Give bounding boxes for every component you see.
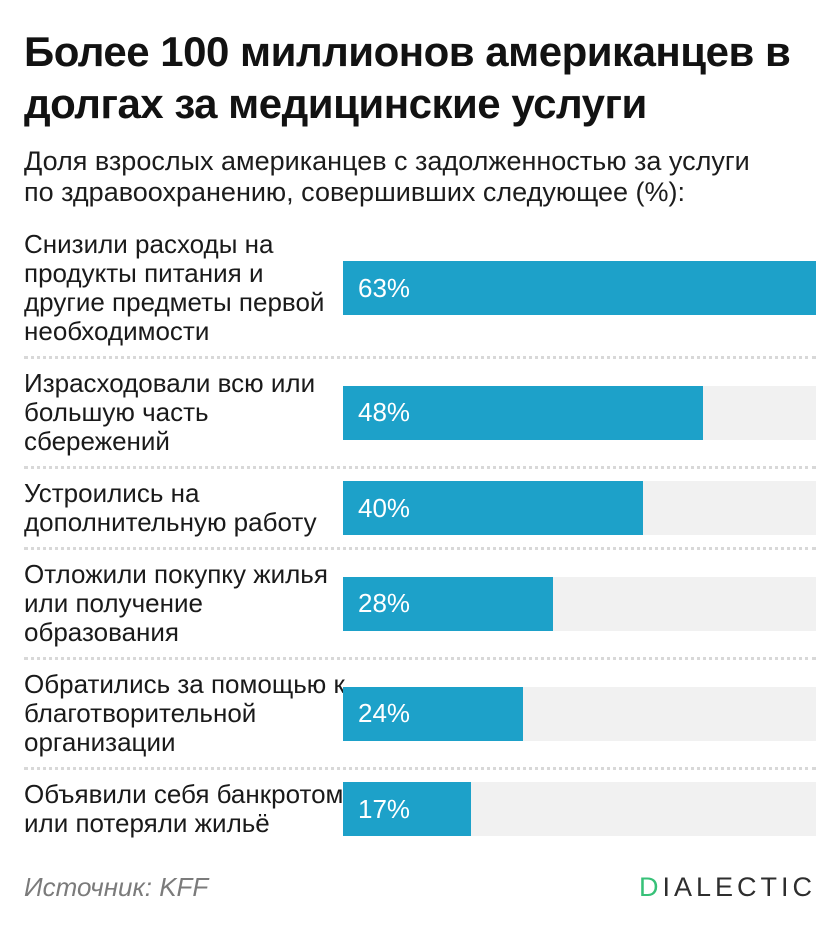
chart-row: Снизили расходы на продукты питания и др… (24, 220, 816, 356)
bar: 63% (343, 261, 816, 315)
bar-value-label: 48% (358, 397, 411, 427)
dialectic-logo: DIALECTIC (639, 872, 816, 903)
logo-letters-rest: IALECTIC (662, 872, 816, 902)
chart-row: Отложили покупку жилья или получение обр… (24, 547, 816, 657)
bar-value-label: 24% (358, 698, 411, 728)
bar-value-label: 17% (358, 793, 411, 824)
source-note: Источник: KFF (24, 872, 209, 902)
logo-letter-d: D (638, 872, 663, 902)
row-label: Израсходовали всю или большую часть сбер… (24, 368, 316, 456)
bar-track: 63% (343, 261, 816, 315)
infographic: Более 100 миллионов американцев в долгах… (24, 28, 816, 903)
bar: 28% (343, 576, 554, 631)
chart-row: Объявили себя банкротом или потеряли жил… (24, 767, 816, 848)
bar-value-label: 40% (358, 492, 411, 523)
chart-row: Израсходовали всю или большую часть сбер… (24, 356, 816, 466)
bar: 48% (343, 385, 704, 440)
bar: 40% (343, 481, 644, 535)
chart-row: Обратились за помощью к благотворительно… (24, 657, 816, 767)
chart-subtitle: Доля взрослых американцев с задолженност… (24, 146, 750, 207)
bar-track: 28% (343, 576, 816, 631)
footer: Источник: KFF DIALECTIC (24, 872, 816, 903)
bar: 17% (343, 782, 471, 836)
chart-row: Устроились на дополнительную работу 40% (24, 466, 816, 547)
row-label: Устроились на дополнительную работу (24, 478, 317, 537)
row-label: Объявили себя банкротом или потеряли жил… (24, 779, 344, 838)
bar-value-label: 63% (358, 272, 411, 303)
page-title: Более 100 миллионов американцев в долгах… (24, 28, 791, 127)
row-label: Снизили расходы на продукты питания и др… (24, 229, 325, 346)
chart-rows: Снизили расходы на продукты питания и др… (24, 220, 816, 848)
bar: 24% (343, 686, 524, 741)
bar-track: 40% (343, 481, 816, 535)
row-label: Отложили покупку жилья или получение обр… (24, 559, 328, 647)
bar-track: 24% (343, 686, 816, 741)
bar-track: 48% (343, 385, 816, 440)
bar-value-label: 28% (358, 588, 411, 618)
bar-track: 17% (343, 782, 816, 836)
row-label: Обратились за помощью к благотворительно… (24, 669, 345, 757)
